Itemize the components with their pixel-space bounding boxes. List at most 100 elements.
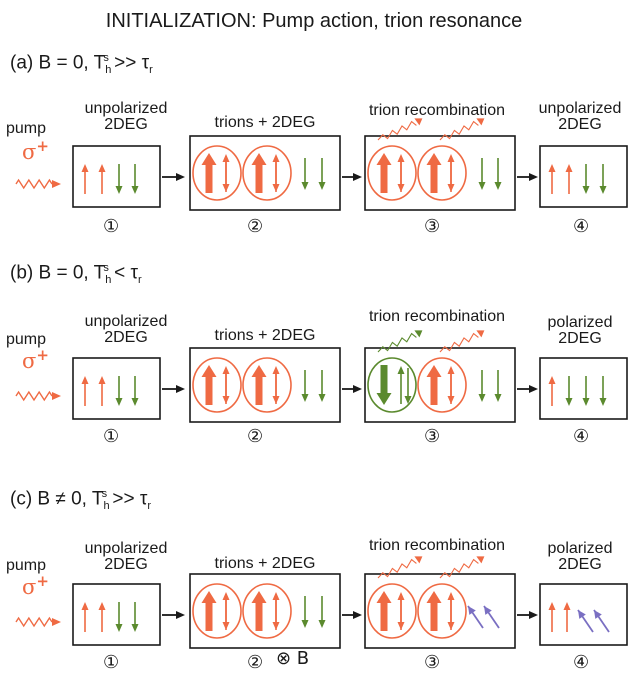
row-b-step-3: ③ bbox=[424, 426, 441, 447]
row-c-b3-trion-1 bbox=[367, 583, 417, 639]
row-a-b2-spin-1-head bbox=[301, 182, 309, 190]
row-c-b3-trion-2 bbox=[417, 583, 467, 639]
row-b-b4-spin-3-head bbox=[582, 398, 590, 406]
row-b-photon-2 bbox=[439, 332, 479, 353]
row-a-b2-t2-electron-down-head bbox=[272, 184, 280, 192]
row-b-box-4 bbox=[539, 357, 628, 420]
row-a-sigma-plus: σ+ bbox=[22, 137, 49, 164]
row-b-b2-trion-1-hole-spin bbox=[205, 375, 213, 405]
row-c-arrow-3-4-head bbox=[529, 611, 538, 619]
row-b-b4-spin-4-head bbox=[599, 398, 607, 406]
row-a-b2-trion-1 bbox=[192, 145, 242, 201]
row-c-b2-trion-2-hole-spin bbox=[255, 601, 263, 631]
row-b-b2-trion-2-hole-spin-head bbox=[251, 365, 267, 377]
row-b-photon-2-head bbox=[476, 330, 485, 338]
row-b-box-2 bbox=[189, 347, 341, 423]
row-b-b3-trion-2-hole-spin-head bbox=[426, 365, 442, 377]
row-c-b2-spin-1-head bbox=[301, 620, 309, 628]
row-c-arrow-2-3-head bbox=[353, 611, 362, 619]
row-c-b3-precess-1-head bbox=[468, 606, 476, 615]
row-b-b3-t2-electron-down-head bbox=[447, 396, 455, 404]
row-b-stage3-label: trion recombination bbox=[368, 308, 506, 325]
row-b-b3-trion-2-hole-spin bbox=[430, 375, 438, 405]
row-c-step-4: ④ bbox=[573, 652, 590, 673]
row-b-b1-spin-4-head bbox=[131, 398, 139, 406]
row-a-b2-trion-2 bbox=[242, 145, 292, 201]
row-c-b2-spin-2-head bbox=[318, 620, 326, 628]
row-c-b3-precess-2-head bbox=[484, 606, 492, 615]
row-b-b2-spin-2-head bbox=[318, 394, 326, 402]
row-b-step-2: ② bbox=[247, 426, 264, 447]
row-b-stage1-label: unpolarized 2DEG bbox=[84, 313, 168, 346]
row-c-b1-spin-1-head bbox=[81, 602, 89, 610]
row-b-step-1: ① bbox=[103, 426, 120, 447]
row-b-b3-t1-electron-down-head bbox=[404, 396, 412, 404]
row-b-arrow-2-3-head bbox=[353, 385, 362, 393]
row-a-b4-spin-3-head bbox=[582, 186, 590, 194]
row-a-stage4-label: unpolarized 2DEG bbox=[538, 100, 622, 133]
row-b-b3-spin-1-head bbox=[478, 394, 486, 402]
row-a-photon-2-head bbox=[476, 118, 485, 126]
row-a-b1-spin-2-head bbox=[98, 164, 106, 172]
row-a-b2-trion-2-hole-spin bbox=[255, 163, 263, 193]
row-b-b2-trion-1 bbox=[192, 357, 242, 413]
row-b-b2-trion-2 bbox=[242, 357, 292, 413]
row-c-b2-trion-1-hole-spin bbox=[205, 601, 213, 631]
row-c-b3-t2-electron-down-head bbox=[447, 622, 455, 630]
row-c-b3-trion-1-hole-spin bbox=[380, 601, 388, 631]
row-a-b2-trion-2-hole-spin-head bbox=[251, 153, 267, 165]
row-b-b1-spin-1-head bbox=[81, 376, 89, 384]
row-a-pump-wave bbox=[15, 178, 53, 190]
row-c-stage1-label: unpolarized 2DEG bbox=[84, 540, 168, 573]
row-c-sigma-plus: σ+ bbox=[22, 572, 49, 599]
row-a-b1-spin-1-head bbox=[81, 164, 89, 172]
row-c-pump-wave-head bbox=[52, 618, 61, 626]
row-b-photon-1-head bbox=[414, 330, 423, 338]
row-b-b3-t1-electron-up-head bbox=[397, 366, 405, 374]
row-a-b4-spin-1-head bbox=[548, 164, 556, 172]
row-c-photon-1 bbox=[377, 558, 417, 579]
row-b-pump-wave-head bbox=[52, 392, 61, 400]
row-a-b2-trion-1-hole-spin-head bbox=[201, 153, 217, 165]
row-c-b2-trion-2-hole-spin-head bbox=[251, 591, 267, 603]
row-a-b2-spin-2-head bbox=[318, 182, 326, 190]
row-c-box-2 bbox=[189, 573, 341, 649]
row-c-stage2-label: trions + 2DEG bbox=[214, 555, 316, 572]
row-a-b3-spin-1-head bbox=[478, 182, 486, 190]
row-c-b3-t1-electron-down-head bbox=[397, 622, 405, 630]
row-c-arrow-1-2-head bbox=[176, 611, 185, 619]
row-a-arrow-1-2-head bbox=[176, 173, 185, 181]
row-b-title: (b) B = 0, Ths < τr bbox=[10, 262, 142, 287]
row-b-box-1 bbox=[72, 357, 161, 420]
row-c-box-3 bbox=[364, 573, 516, 649]
row-a-arrow-2-3-head bbox=[353, 173, 362, 181]
row-a-b3-spin-2-head bbox=[494, 182, 502, 190]
row-a-b1-spin-4-head bbox=[131, 186, 139, 194]
row-b-arrow-1-2-head bbox=[176, 385, 185, 393]
row-a-b4-spin-2-head bbox=[565, 164, 573, 172]
row-c-b3-trion-2-hole-spin bbox=[430, 601, 438, 631]
row-b-sigma-plus: σ+ bbox=[22, 346, 49, 373]
row-b-photon-1 bbox=[377, 332, 417, 353]
row-c-b2-t2-electron-down-head bbox=[272, 622, 280, 630]
row-b-b2-t2-electron-down-head bbox=[272, 396, 280, 404]
row-c-photon-2 bbox=[439, 558, 479, 579]
row-b-arrow-3-4-head bbox=[529, 385, 538, 393]
row-a-b3-t1-electron-down-head bbox=[397, 184, 405, 192]
row-a-stage3-label: trion recombination bbox=[368, 102, 506, 119]
row-c-photon-2-head bbox=[476, 556, 485, 564]
row-c-step-3: ③ bbox=[424, 652, 441, 673]
row-a-b3-trion-2-hole-spin bbox=[430, 163, 438, 193]
row-b-b3-trion-2 bbox=[417, 357, 467, 413]
row-c-b4-precess-2-head bbox=[594, 610, 602, 619]
row-c-pump-wave bbox=[15, 616, 53, 628]
row-a-photon-2 bbox=[439, 120, 479, 141]
row-b-stage2-label: trions + 2DEG bbox=[214, 327, 316, 344]
row-a-step-2: ② bbox=[247, 216, 264, 237]
row-a-pump-wave-head bbox=[52, 180, 61, 188]
row-a-b4-spin-4-head bbox=[599, 186, 607, 194]
row-b-b2-trion-1-hole-spin-head bbox=[201, 365, 217, 377]
row-b-step-4: ④ bbox=[573, 426, 590, 447]
row-c-photon-1-head bbox=[414, 556, 423, 564]
